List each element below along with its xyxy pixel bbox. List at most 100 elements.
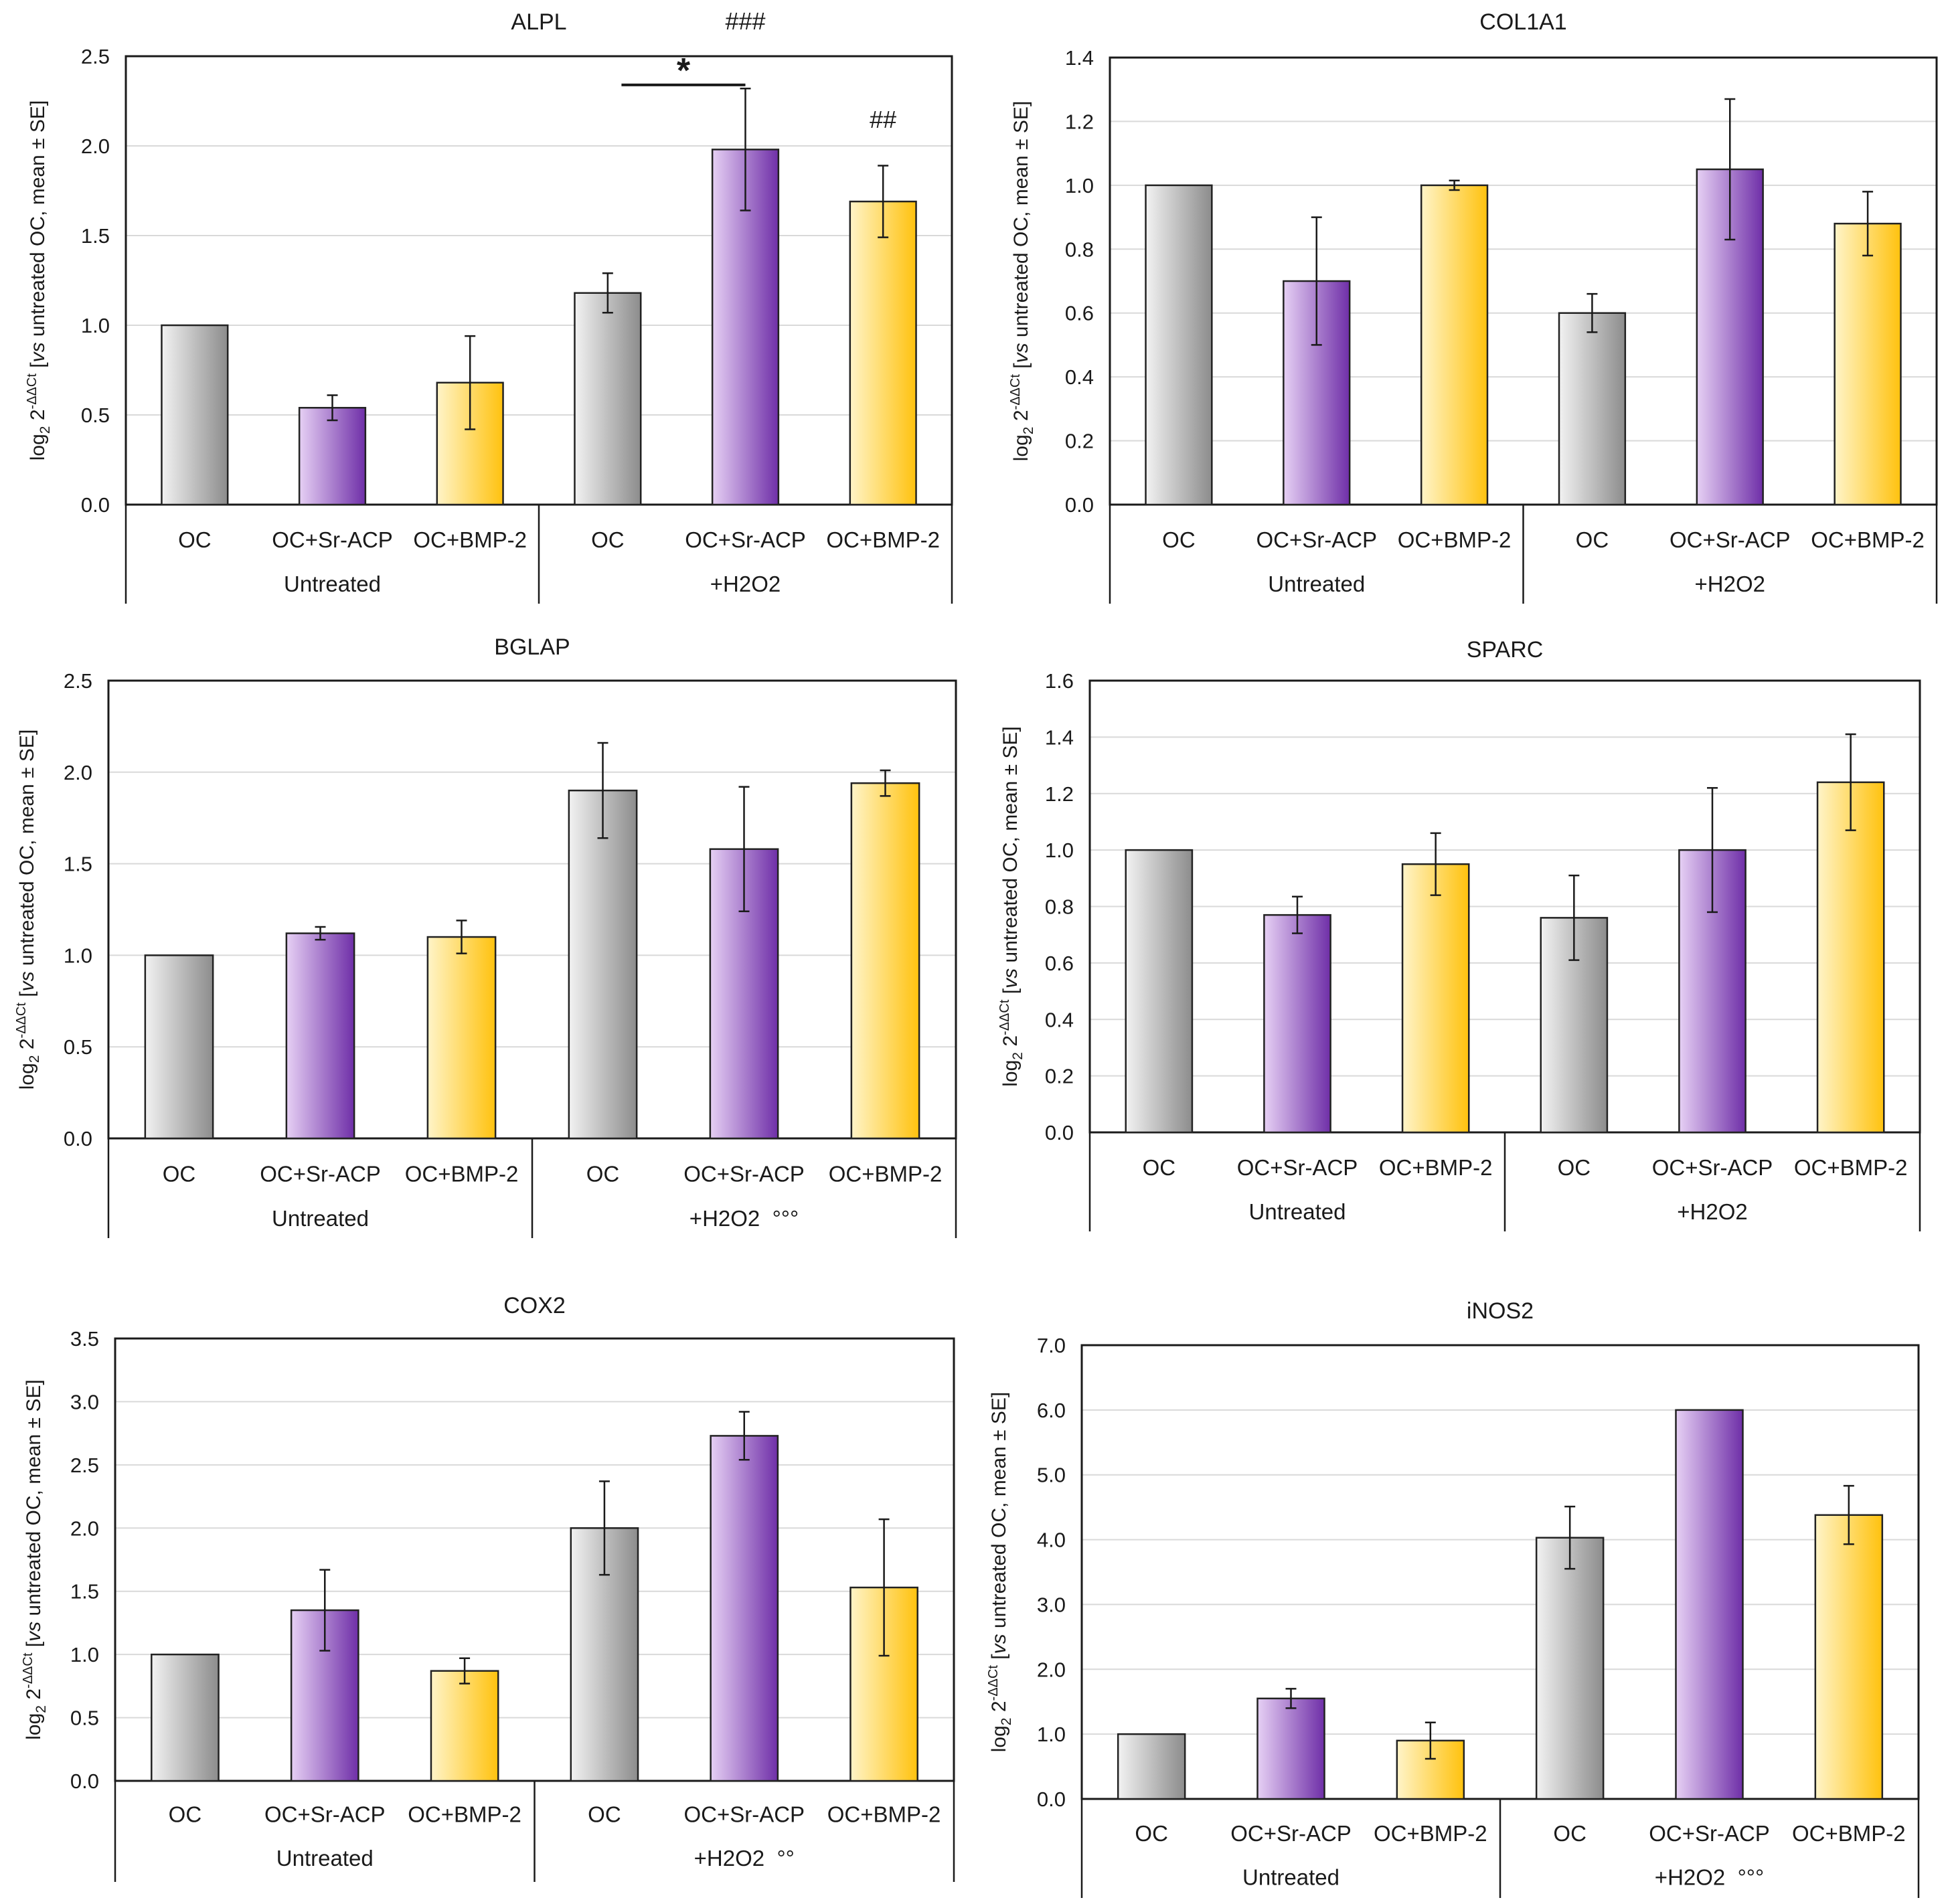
chart-panel-col1a1: COL1A1 0.0 0.2 0.4 0.6 0.8 1.0 1.2 1.4 OC OC+Sr-AC… xyxy=(1008,9,1938,604)
y-tick-label: 1.2 xyxy=(1045,782,1074,806)
bar-gray xyxy=(144,954,214,1140)
x-category-label: OC+BMP-2 xyxy=(1379,1155,1493,1180)
x-category-label: OC+BMP-2 xyxy=(405,1162,519,1187)
x-category-label: OC+BMP-2 xyxy=(1792,1821,1906,1846)
y-tick-label: 0.5 xyxy=(64,1035,92,1059)
y-axis-label: log2 2-ΔΔCt [vs untreated OC, mean ± SE] xyxy=(25,100,53,460)
x-category-label: OC+Sr-ACP xyxy=(1256,527,1377,552)
x-category-label: OC+BMP-2 xyxy=(1398,527,1512,552)
y-tick-label: 0.6 xyxy=(1065,302,1094,325)
x-category-label: OC xyxy=(1558,1155,1591,1180)
y-tick-label: 3.0 xyxy=(70,1390,99,1413)
y-tick-label: 1.0 xyxy=(1045,839,1074,862)
bar-gray xyxy=(574,292,642,506)
y-axis-label: log2 2-ΔΔCt [vs untreated OC, mean ± SE] xyxy=(14,729,42,1090)
chart-title: BGLAP xyxy=(494,634,570,660)
chart-title: SPARC xyxy=(1467,637,1544,663)
x-category-label: OC+BMP-2 xyxy=(1794,1155,1908,1180)
y-tick-label: 3.0 xyxy=(1037,1593,1066,1616)
y-tick-label: 1.4 xyxy=(1045,725,1074,749)
x-category-label: OC+Sr-ACP xyxy=(260,1162,381,1187)
y-tick-label: 0.6 xyxy=(1045,952,1074,975)
y-tick-label: 2.0 xyxy=(70,1517,99,1540)
y-tick-label: 0.0 xyxy=(1065,493,1094,517)
x-category-label: OC+Sr-ACP xyxy=(683,1162,805,1187)
group-label-untreated: Untreated xyxy=(276,1846,374,1871)
y-tick-label: 0.0 xyxy=(1045,1121,1074,1144)
y-tick-label: 0.2 xyxy=(1045,1065,1074,1088)
plot-area-border xyxy=(1109,56,1938,506)
chart-title: COL1A1 xyxy=(1479,9,1566,35)
x-category-label: OC+Sr-ACP xyxy=(1670,527,1791,552)
plot-area-border xyxy=(107,679,957,1140)
group-label-untreated: Untreated xyxy=(1268,572,1365,596)
x-category-label: OC xyxy=(1553,1821,1587,1846)
y-tick-label: 1.5 xyxy=(64,853,92,876)
y-tick-label: 0.2 xyxy=(1065,430,1094,453)
x-category-label: OC+Sr-ACP xyxy=(685,527,806,552)
x-category-label: OC xyxy=(1143,1155,1176,1180)
chart-panel-inos2: iNOS2 0.0 1.0 2.0 3.0 4.0 5.0 6.0 7.0 OC OC+Sr-ACP… xyxy=(986,1298,1920,1898)
y-axis-label: log2 2-ΔΔCt [vs untreated OC, mean ± SE] xyxy=(21,1379,49,1739)
y-tick-label: 1.6 xyxy=(1045,669,1074,693)
x-category-label: OC+Sr-ACP xyxy=(1230,1821,1352,1846)
y-tick-label: 1.0 xyxy=(81,314,110,337)
group-label-h2o2: +H2O2 xyxy=(1677,1199,1747,1224)
bar-yellow xyxy=(426,936,497,1140)
bar-yellow xyxy=(1834,222,1902,506)
y-tick-label: 0.4 xyxy=(1045,1008,1074,1031)
x-category-label: OC xyxy=(169,1802,202,1827)
bar-gray xyxy=(151,1653,220,1782)
y-tick-label: 2.5 xyxy=(70,1454,99,1477)
y-tick-label: 2.0 xyxy=(64,761,92,784)
bar-yellow xyxy=(430,1670,499,1782)
bar-yellow xyxy=(1814,1514,1884,1800)
bar-yellow xyxy=(849,200,917,506)
bar-gray xyxy=(1117,1733,1186,1800)
bar-gray xyxy=(568,789,638,1140)
y-axis-label: log2 2-ΔΔCt [vs untreated OC, mean ± SE] xyxy=(986,1392,1014,1752)
y-tick-label: 7.0 xyxy=(1037,1334,1066,1357)
bar-gray xyxy=(1558,312,1627,506)
y-tick-label: 1.0 xyxy=(70,1643,99,1666)
x-category-label: OC xyxy=(163,1162,196,1187)
chart-panel-cox2: COX2 0.0 0.5 1.0 1.5 2.0 2.5 3.0 3.5 OC OC+Sr-ACP O… xyxy=(21,1293,955,1882)
x-category-label: OC xyxy=(591,527,625,552)
y-tick-label: 0.4 xyxy=(1065,365,1094,389)
x-category-label: OC+BMP-2 xyxy=(829,1162,943,1187)
group-label-untreated: Untreated xyxy=(284,572,381,596)
y-tick-label: 2.5 xyxy=(81,45,110,68)
y-tick-label: 2.0 xyxy=(81,135,110,158)
x-category-label: OC xyxy=(1162,527,1196,552)
chart-title: iNOS2 xyxy=(1467,1298,1534,1324)
chart-panel-bglap: BGLAP 0.0 0.5 1.0 1.5 2.0 2.5 OC OC+Sr-ACP OC+BMP… xyxy=(14,634,957,1238)
x-category-label: OC+Sr-ACP xyxy=(264,1802,386,1827)
y-tick-label: 1.2 xyxy=(1065,110,1094,133)
group-label-h2o2: +H2O2 °° xyxy=(694,1846,795,1871)
y-tick-label: 0.0 xyxy=(64,1127,92,1150)
x-category-label: OC+BMP-2 xyxy=(408,1802,521,1827)
chart-title: COX2 xyxy=(503,1293,566,1318)
group-label-h2o2: +H2O2 °°° xyxy=(1655,1865,1764,1890)
significance-marker: ## xyxy=(870,106,896,133)
bar-yellow xyxy=(1816,781,1885,1134)
y-tick-label: 1.4 xyxy=(1065,46,1094,70)
bar-purple xyxy=(711,149,780,506)
group-label-h2o2: +H2O2 xyxy=(1695,572,1765,596)
group-label-untreated: Untreated xyxy=(1249,1199,1346,1224)
x-category-label: OC xyxy=(586,1162,620,1187)
x-category-label: OC+BMP-2 xyxy=(413,527,527,552)
bar-yellow xyxy=(1401,863,1470,1134)
y-tick-label: 0.5 xyxy=(81,404,110,427)
y-tick-label: 3.5 xyxy=(70,1327,99,1351)
plot-area-border xyxy=(1080,1344,1920,1800)
chart-title: ALPL xyxy=(511,9,566,35)
bar-purple xyxy=(1256,1697,1325,1800)
y-tick-label: 4.0 xyxy=(1037,1529,1066,1552)
group-label-untreated: Untreated xyxy=(1242,1865,1339,1890)
y-tick-label: 0.0 xyxy=(70,1769,99,1793)
bar-purple xyxy=(298,407,367,506)
y-tick-label: 0.8 xyxy=(1065,238,1094,261)
x-category-label: OC+Sr-ACP xyxy=(272,527,393,552)
